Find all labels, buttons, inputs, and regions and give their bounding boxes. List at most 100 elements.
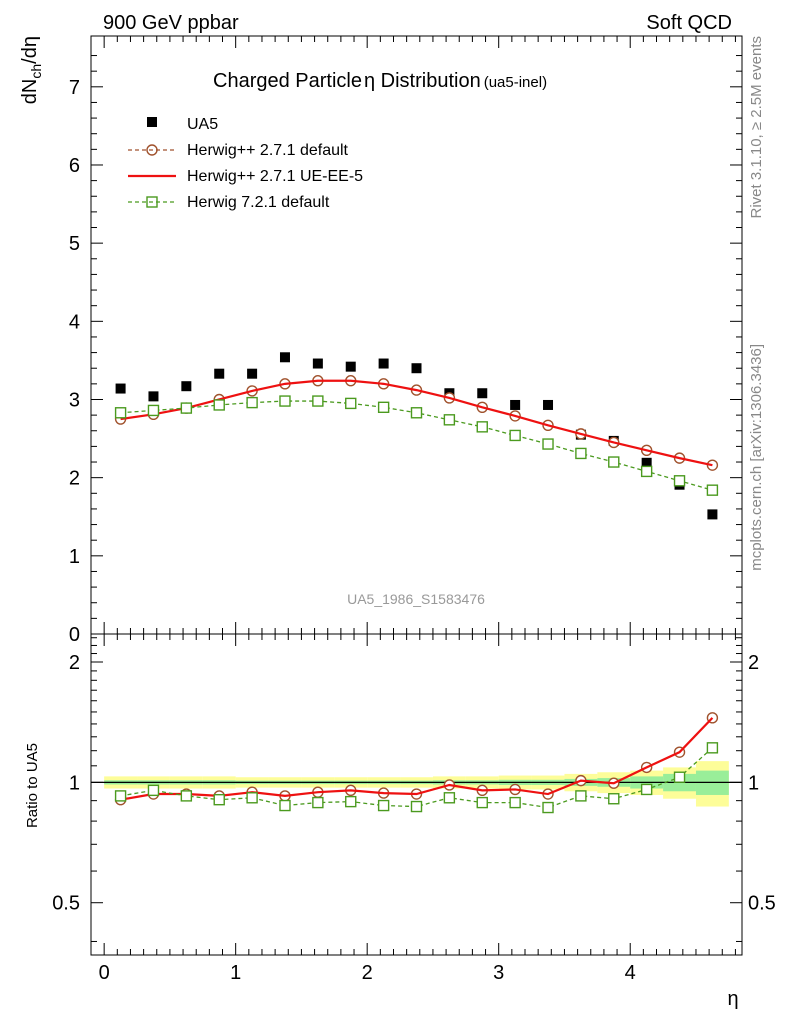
legend-marker-herwigpp-default bbox=[146, 144, 158, 156]
ratio-ytick-label-left: 0.5 bbox=[52, 893, 80, 915]
main-point-herwig7-default-5 bbox=[279, 395, 291, 407]
ratio-y-label: Ratio to UA5 bbox=[24, 743, 41, 828]
header-right: Soft QCD bbox=[646, 12, 732, 34]
ratio-point-herwig7-default-13 bbox=[542, 801, 554, 814]
main-y-label: dNch/dη bbox=[19, 36, 44, 104]
ratio-ytick-label-left: 2 bbox=[69, 652, 80, 674]
legend: UA5 Herwig++ 2.7.1 default Herwig++ 2.7.… bbox=[128, 116, 363, 211]
main-plot-area bbox=[114, 352, 719, 520]
main-y-label-sub: ch bbox=[28, 64, 44, 79]
ratio-ytick-label-right: 2 bbox=[748, 652, 759, 674]
ratio-point-herwig7-default-5 bbox=[279, 799, 291, 812]
ratio-point-herwig7-default-14 bbox=[575, 790, 587, 802]
ratio-y-axis: 0.5 0.5 1 1 2 2 bbox=[52, 637, 776, 942]
ratio-xtick-label: 4 bbox=[625, 962, 636, 984]
main-point-ua5-7 bbox=[345, 361, 356, 372]
x-axis-label: η bbox=[727, 988, 738, 1010]
ratio-point-herwig7-default-3 bbox=[213, 793, 225, 806]
ratio-point-herwig7-default-17 bbox=[673, 771, 686, 783]
main-point-herwig7-default-16 bbox=[640, 465, 653, 478]
ratio-point-herwig7-default-16 bbox=[640, 783, 653, 796]
ratio-point-herwig7-default-15 bbox=[608, 793, 620, 805]
legend-label-herwig7-default: Herwig 7.2.1 default bbox=[187, 194, 330, 211]
ratio-frame bbox=[90, 633, 743, 956]
main-panel: 0 1 2 3 4 5 6 7 Charged Particle η Distribution(… bbox=[19, 35, 743, 646]
main-point-herwig7-default-17 bbox=[673, 475, 686, 487]
main-point-ua5-18 bbox=[707, 509, 718, 520]
chart-title-suffix: (ua5-inel) bbox=[484, 74, 547, 91]
header-left: 900 GeV ppbar bbox=[103, 12, 239, 34]
main-point-ua5-4 bbox=[247, 368, 258, 379]
ratio-ytick-label-right: 1 bbox=[748, 772, 759, 794]
ratio-ytick-label-right: 0.5 bbox=[748, 893, 776, 915]
ratio-xtick-label: 2 bbox=[362, 962, 373, 984]
main-ytick-label: 3 bbox=[69, 389, 80, 411]
ratio-point-herwig7-default-12 bbox=[509, 796, 521, 809]
main-y-label-main: dN bbox=[19, 79, 41, 105]
ratio-point-herwig7-default-1 bbox=[147, 784, 160, 797]
ratio-point-herwig7-default-10 bbox=[443, 792, 456, 804]
ratio-point-herwig7-default-0 bbox=[114, 790, 127, 802]
ratio-point-herwig7-default-2 bbox=[180, 790, 193, 802]
ratio-xtick-label: 0 bbox=[99, 962, 110, 984]
main-point-ua5-1 bbox=[148, 391, 159, 402]
main-point-herwig7-default-7 bbox=[345, 397, 357, 410]
main-point-herwig7-default-11 bbox=[476, 421, 488, 433]
main-point-ua5-2 bbox=[181, 381, 192, 392]
main-point-ua5-11 bbox=[477, 388, 488, 399]
main-point-ua5-16 bbox=[641, 457, 652, 468]
main-ytick-label: 0 bbox=[69, 624, 80, 646]
main-point-ua5-13 bbox=[543, 399, 554, 410]
main-point-ua5-9 bbox=[411, 363, 422, 374]
ratio-point-herwig7-default-8 bbox=[377, 799, 390, 812]
legend-marker-herwig7-default bbox=[146, 196, 158, 208]
main-ytick-label: 7 bbox=[69, 77, 80, 99]
ratio-point-herwig7-default-11 bbox=[476, 796, 488, 809]
watermark: UA5_1986_S1583476 bbox=[347, 591, 485, 607]
ratio-point-herwig7-default-18 bbox=[706, 742, 719, 754]
main-point-herwig7-default-15 bbox=[608, 456, 620, 468]
main-point-herwig7-default-13 bbox=[542, 438, 554, 450]
ratio-xtick-label: 1 bbox=[230, 962, 241, 984]
main-point-herwig7-default-1 bbox=[147, 404, 160, 417]
ratio-point-herwig7-default-7 bbox=[345, 795, 357, 808]
legend-label-herwigpp-default: Herwig++ 2.7.1 default bbox=[187, 142, 349, 159]
ratio-xtick-label: 3 bbox=[493, 962, 504, 984]
mcplots-label: mcplots.cern.ch [arXiv:1306.3436] bbox=[748, 344, 765, 571]
legend-label-herwigpp-ueee5: Herwig++ 2.7.1 UE-EE-5 bbox=[187, 168, 363, 185]
main-ytick-label: 6 bbox=[69, 155, 80, 177]
ratio-ytick-label-left: 1 bbox=[69, 772, 80, 794]
ratio-point-herwig7-default-6 bbox=[312, 796, 324, 809]
main-point-ua5-12 bbox=[510, 399, 521, 410]
legend-marker-ua5 bbox=[147, 117, 157, 127]
main-point-herwig7-default-9 bbox=[410, 407, 423, 419]
main-point-herwig7-default-8 bbox=[377, 401, 390, 414]
ratio-plot-area bbox=[91, 712, 742, 814]
ratio-point-herwig7-default-4 bbox=[246, 792, 258, 804]
main-y-label-tail: /dη bbox=[19, 36, 41, 64]
chart-title: Charged Particle η Distribution (ua5-inel) bbox=[213, 70, 547, 92]
main-x-axis bbox=[103, 36, 736, 634]
main-point-herwig7-default-14 bbox=[575, 447, 587, 460]
main-point-herwig7-default-0 bbox=[114, 407, 127, 419]
ratio-x-axis: 0 1 2 3 4 bbox=[99, 634, 736, 984]
main-point-ua5-5 bbox=[279, 352, 290, 363]
main-ytick-label: 1 bbox=[69, 546, 80, 568]
main-point-herwig7-default-6 bbox=[312, 395, 324, 407]
main-point-herwig7-default-10 bbox=[443, 414, 456, 426]
main-point-ua5-8 bbox=[378, 358, 389, 369]
main-ytick-label: 2 bbox=[69, 468, 80, 490]
legend-label-ua5: UA5 bbox=[187, 116, 218, 133]
chart-title-tail: Distribution bbox=[375, 70, 481, 92]
main-point-ua5-6 bbox=[312, 358, 323, 369]
main-ytick-label: 4 bbox=[69, 311, 80, 333]
main-point-herwig7-default-18 bbox=[706, 484, 719, 496]
main-point-ua5-3 bbox=[214, 368, 225, 379]
chart-title-symbol: η bbox=[364, 70, 375, 92]
main-point-herwig7-default-2 bbox=[180, 402, 193, 414]
main-y-axis: 0 1 2 3 4 5 6 7 bbox=[69, 55, 742, 646]
chart-title-main: Charged Particle bbox=[213, 70, 362, 92]
main-point-herwig7-default-4 bbox=[246, 396, 258, 409]
main-ytick-label: 5 bbox=[69, 233, 80, 255]
ratio-point-herwig7-default-9 bbox=[410, 800, 423, 813]
